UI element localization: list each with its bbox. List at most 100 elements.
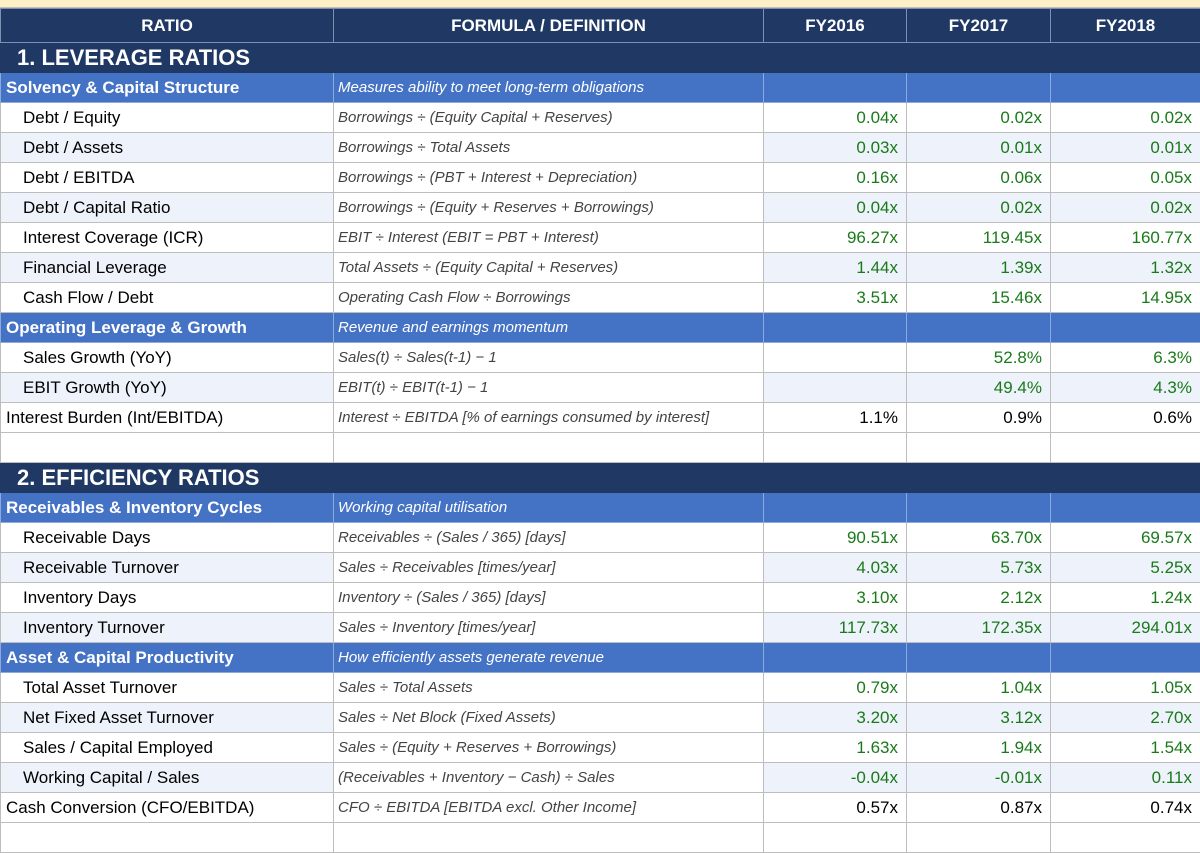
group-cell[interactable]: [1051, 313, 1200, 343]
value-fy2018[interactable]: 0.74x: [1051, 793, 1200, 823]
value-fy2018[interactable]: 294.01x: [1051, 613, 1200, 643]
value-fy2016[interactable]: 3.20x: [764, 703, 907, 733]
empty-cell[interactable]: [907, 433, 1051, 463]
value-fy2017[interactable]: -0.01x: [907, 763, 1051, 793]
value-fy2017[interactable]: 1.04x: [907, 673, 1051, 703]
value-fy2016[interactable]: 1.1%: [764, 403, 907, 433]
row-label[interactable]: Debt / Assets: [1, 133, 334, 163]
value-fy2017[interactable]: 0.01x: [907, 133, 1051, 163]
value-fy2016[interactable]: 3.51x: [764, 283, 907, 313]
group-name[interactable]: Operating Leverage & Growth: [1, 313, 334, 343]
value-fy2017[interactable]: 1.94x: [907, 733, 1051, 763]
value-fy2018[interactable]: 1.05x: [1051, 673, 1200, 703]
value-fy2016[interactable]: 1.63x: [764, 733, 907, 763]
value-fy2016[interactable]: 117.73x: [764, 613, 907, 643]
row-formula[interactable]: Borrowings ÷ (PBT + Interest + Depreciat…: [334, 163, 764, 193]
value-fy2016[interactable]: 4.03x: [764, 553, 907, 583]
row-formula[interactable]: Sales ÷ Net Block (Fixed Assets): [334, 703, 764, 733]
row-formula[interactable]: EBIT ÷ Interest (EBIT = PBT + Interest): [334, 223, 764, 253]
value-fy2018[interactable]: 160.77x: [1051, 223, 1200, 253]
section-title[interactable]: 2. EFFICIENCY RATIOS: [1, 463, 764, 493]
group-cell[interactable]: [764, 643, 907, 673]
value-fy2018[interactable]: 0.02x: [1051, 193, 1200, 223]
value-fy2017[interactable]: 49.4%: [907, 373, 1051, 403]
row-formula[interactable]: Borrowings ÷ (Equity Capital + Reserves): [334, 103, 764, 133]
value-fy2017[interactable]: 119.45x: [907, 223, 1051, 253]
value-fy2016[interactable]: 0.57x: [764, 793, 907, 823]
value-fy2016[interactable]: 0.16x: [764, 163, 907, 193]
section-spacer[interactable]: [764, 463, 1200, 493]
section-title[interactable]: 1. LEVERAGE RATIOS: [1, 43, 764, 73]
value-fy2018[interactable]: 1.32x: [1051, 253, 1200, 283]
value-fy2017[interactable]: 0.02x: [907, 193, 1051, 223]
group-cell[interactable]: [907, 313, 1051, 343]
value-fy2018[interactable]: 0.02x: [1051, 103, 1200, 133]
value-fy2018[interactable]: 1.24x: [1051, 583, 1200, 613]
row-label[interactable]: Debt / Capital Ratio: [1, 193, 334, 223]
value-fy2017[interactable]: 0.87x: [907, 793, 1051, 823]
row-formula[interactable]: Interest ÷ EBITDA [% of earnings consume…: [334, 403, 764, 433]
row-label[interactable]: Inventory Turnover: [1, 613, 334, 643]
value-fy2016[interactable]: 0.04x: [764, 103, 907, 133]
section-spacer[interactable]: [764, 43, 1200, 73]
value-fy2017[interactable]: 63.70x: [907, 523, 1051, 553]
row-label[interactable]: Sales / Capital Employed: [1, 733, 334, 763]
group-name[interactable]: Solvency & Capital Structure: [1, 73, 334, 103]
value-fy2016[interactable]: 0.79x: [764, 673, 907, 703]
empty-cell[interactable]: [1051, 433, 1200, 463]
row-formula[interactable]: Total Assets ÷ (Equity Capital + Reserve…: [334, 253, 764, 283]
group-cell[interactable]: [1051, 643, 1200, 673]
group-desc[interactable]: Revenue and earnings momentum: [334, 313, 764, 343]
value-fy2017[interactable]: 0.06x: [907, 163, 1051, 193]
value-fy2016[interactable]: -0.04x: [764, 763, 907, 793]
row-label[interactable]: Interest Coverage (ICR): [1, 223, 334, 253]
value-fy2017[interactable]: 0.02x: [907, 103, 1051, 133]
row-formula[interactable]: Sales ÷ Receivables [times/year]: [334, 553, 764, 583]
row-label[interactable]: Cash Conversion (CFO/EBITDA): [1, 793, 334, 823]
col-fy2017[interactable]: FY2017: [907, 9, 1051, 43]
row-formula[interactable]: EBIT(t) ÷ EBIT(t-1) − 1: [334, 373, 764, 403]
empty-cell[interactable]: [764, 433, 907, 463]
row-label[interactable]: Debt / Equity: [1, 103, 334, 133]
value-fy2018[interactable]: 0.11x: [1051, 763, 1200, 793]
value-fy2017[interactable]: 0.9%: [907, 403, 1051, 433]
value-fy2018[interactable]: 5.25x: [1051, 553, 1200, 583]
row-label[interactable]: Sales Growth (YoY): [1, 343, 334, 373]
group-cell[interactable]: [907, 493, 1051, 523]
value-fy2017[interactable]: 5.73x: [907, 553, 1051, 583]
row-label[interactable]: Interest Burden (Int/EBITDA): [1, 403, 334, 433]
group-cell[interactable]: [764, 73, 907, 103]
value-fy2017[interactable]: 1.39x: [907, 253, 1051, 283]
row-formula[interactable]: Receivables ÷ (Sales / 365) [days]: [334, 523, 764, 553]
group-desc[interactable]: Working capital utilisation: [334, 493, 764, 523]
group-name[interactable]: Asset & Capital Productivity: [1, 643, 334, 673]
col-fy2018[interactable]: FY2018: [1051, 9, 1200, 43]
row-label[interactable]: Financial Leverage: [1, 253, 334, 283]
col-ratio[interactable]: RATIO: [1, 9, 334, 43]
row-formula[interactable]: Inventory ÷ (Sales / 365) [days]: [334, 583, 764, 613]
value-fy2016[interactable]: [764, 373, 907, 403]
row-label[interactable]: Total Asset Turnover: [1, 673, 334, 703]
value-fy2016[interactable]: 0.03x: [764, 133, 907, 163]
row-formula[interactable]: Borrowings ÷ (Equity + Reserves + Borrow…: [334, 193, 764, 223]
row-label[interactable]: Working Capital / Sales: [1, 763, 334, 793]
row-label[interactable]: Receivable Turnover: [1, 553, 334, 583]
value-fy2016[interactable]: 0.04x: [764, 193, 907, 223]
value-fy2018[interactable]: 2.70x: [1051, 703, 1200, 733]
value-fy2016[interactable]: 3.10x: [764, 583, 907, 613]
group-desc[interactable]: How efficiently assets generate revenue: [334, 643, 764, 673]
value-fy2016[interactable]: [764, 343, 907, 373]
value-fy2017[interactable]: 2.12x: [907, 583, 1051, 613]
row-formula[interactable]: Operating Cash Flow ÷ Borrowings: [334, 283, 764, 313]
value-fy2018[interactable]: 14.95x: [1051, 283, 1200, 313]
row-label[interactable]: Debt / EBITDA: [1, 163, 334, 193]
value-fy2018[interactable]: 6.3%: [1051, 343, 1200, 373]
row-label[interactable]: Cash Flow / Debt: [1, 283, 334, 313]
row-formula[interactable]: Sales ÷ Inventory [times/year]: [334, 613, 764, 643]
empty-cell[interactable]: [334, 433, 764, 463]
row-formula[interactable]: (Receivables + Inventory − Cash) ÷ Sales: [334, 763, 764, 793]
group-cell[interactable]: [764, 493, 907, 523]
value-fy2017[interactable]: 52.8%: [907, 343, 1051, 373]
row-label[interactable]: Net Fixed Asset Turnover: [1, 703, 334, 733]
value-fy2018[interactable]: 0.05x: [1051, 163, 1200, 193]
